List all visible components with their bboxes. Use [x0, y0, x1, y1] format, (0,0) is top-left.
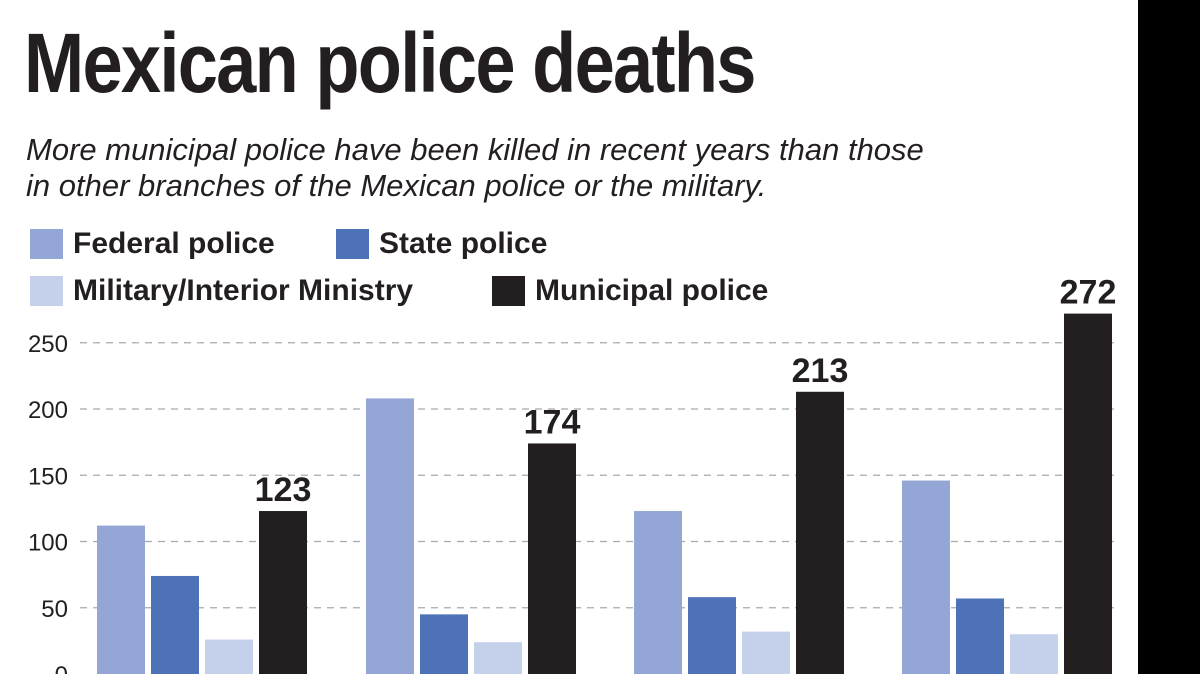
legend-swatch-federal-police	[30, 229, 63, 259]
data-label-municipal-police-4: 272	[1060, 274, 1117, 312]
data-label-municipal-police-1: 123	[255, 471, 312, 509]
legend-item-state-police: State police	[336, 227, 547, 261]
chart-title: Mexican police deaths	[24, 16, 756, 110]
legend-swatch-municipal-police	[492, 276, 525, 306]
bar-municipal-police-3	[796, 391, 844, 674]
y-tick-label-50: 50	[41, 596, 68, 623]
legend-swatch-state-police	[336, 229, 369, 259]
y-tick-label-200: 200	[28, 397, 68, 424]
bar-military-interior-ministry-3	[742, 631, 790, 674]
legend-item-federal-police: Federal police	[30, 227, 275, 261]
subtitle-line-2: in other branches of the Mexican police …	[26, 168, 767, 203]
subtitle-line-1: More municipal police have been killed i…	[26, 132, 924, 167]
bar-state-police-2	[420, 614, 468, 674]
bar-military-interior-ministry-4	[1010, 634, 1058, 674]
bar-federal-police-2	[366, 398, 414, 674]
data-label-municipal-police-2: 174	[524, 403, 581, 441]
legend-item-municipal-police: Municipal police	[492, 274, 768, 308]
bar-federal-police-3	[634, 511, 682, 674]
chart-subtitle: More municipal police have been killed i…	[26, 132, 1026, 204]
right-edge-strip	[1138, 0, 1200, 674]
y-tick-label-150: 150	[28, 463, 68, 490]
legend-swatch-military-interior-ministry	[30, 276, 63, 306]
bar-state-police-3	[688, 597, 736, 674]
bar-federal-police-4	[902, 480, 950, 674]
legend-label-municipal-police: Municipal police	[535, 274, 769, 307]
y-tick-label-100: 100	[28, 530, 68, 557]
bar-municipal-police-4	[1064, 313, 1112, 674]
bar-military-interior-ministry-2	[474, 642, 522, 674]
bar-military-interior-ministry-1	[205, 639, 253, 674]
y-tick-label-0: 0	[55, 662, 68, 674]
bar-federal-police-1	[97, 525, 145, 674]
data-label-municipal-police-3: 213	[792, 352, 849, 390]
bar-state-police-4	[956, 598, 1004, 674]
legend-label-military-interior-ministry: Military/Interior Ministry	[73, 274, 414, 307]
y-tick-label-250: 250	[28, 331, 68, 358]
legend-item-military-interior-ministry: Military/Interior Ministry	[30, 274, 413, 308]
bar-state-police-1	[151, 575, 199, 674]
legend-label-federal-police: Federal police	[73, 227, 275, 260]
legend-label-state-police: State police	[379, 227, 548, 260]
bar-chart: 0 50 100 150 200 250 123 174 213 272	[28, 274, 1118, 674]
bar-municipal-police-1	[259, 511, 307, 674]
bar-municipal-police-2	[528, 443, 576, 674]
